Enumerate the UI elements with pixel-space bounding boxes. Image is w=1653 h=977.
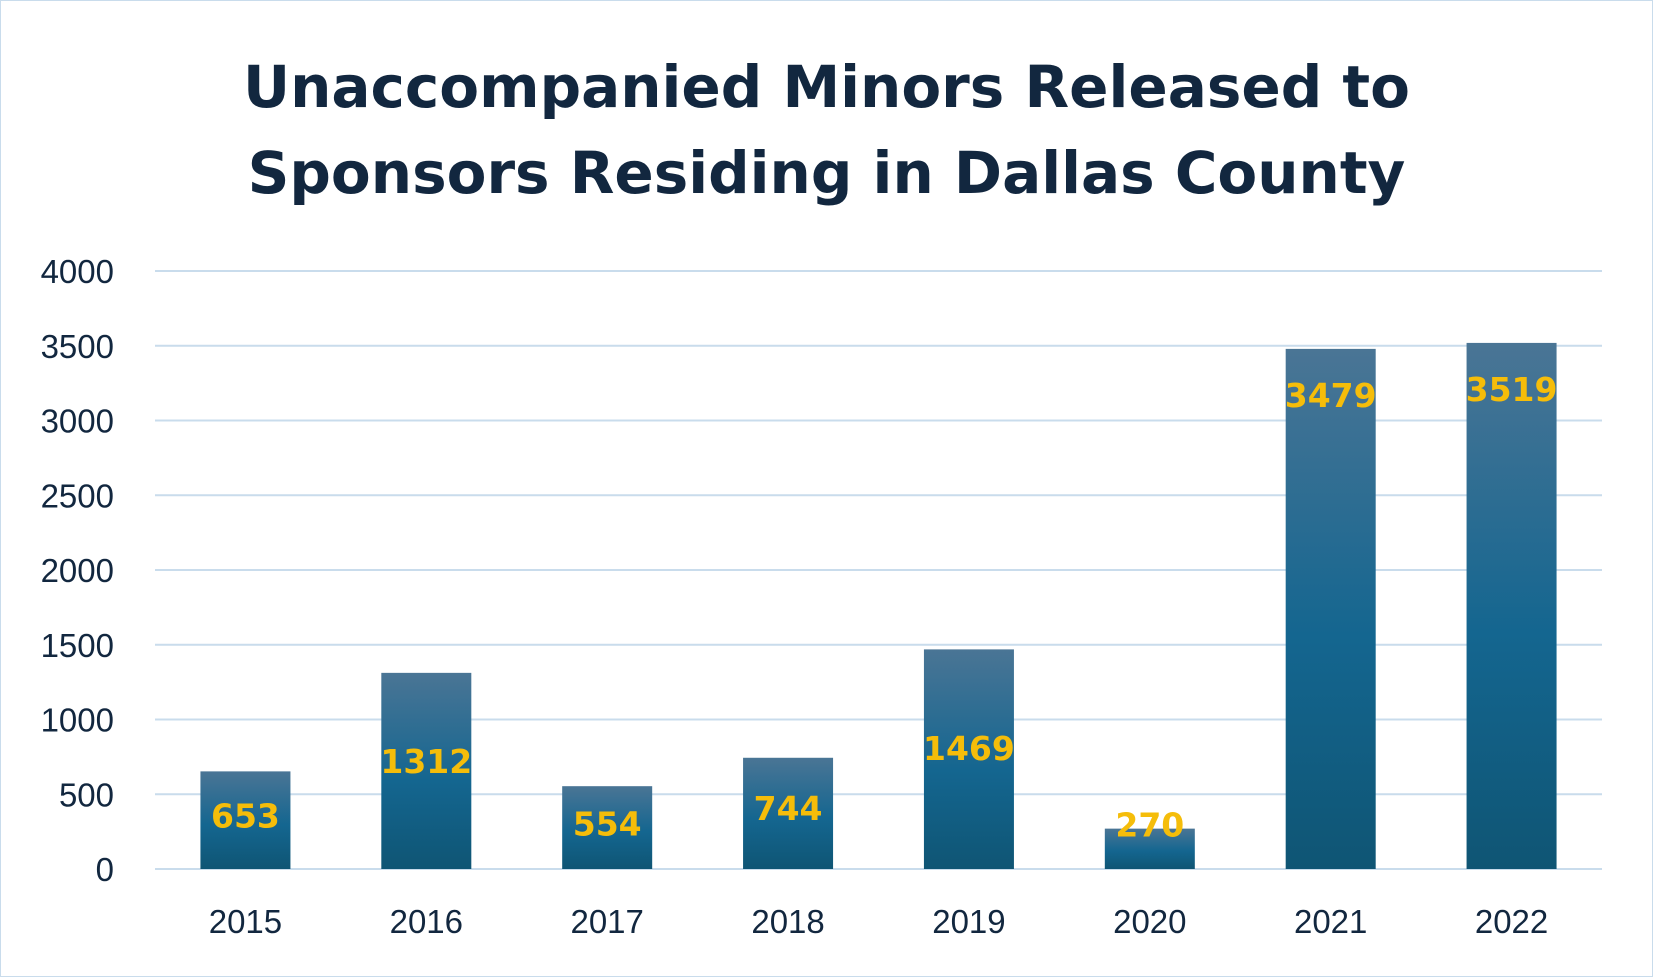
- data-label-2019: 1469: [923, 729, 1015, 768]
- data-label-2017: 554: [573, 804, 642, 843]
- y-axis-ticks: 0 500 1000 1500 2000 2500 3000 3500 4000: [41, 253, 114, 888]
- bar-2015: [200, 771, 291, 869]
- y-tick-label: 3000: [41, 403, 114, 440]
- bar-2019: [923, 649, 1014, 869]
- x-axis-ticks: 2015 2016 2017 2018 2019 2020 2021 2022: [209, 903, 1549, 940]
- y-tick-label: 1500: [41, 627, 114, 664]
- x-tick-label-2018: 2018: [751, 903, 824, 940]
- y-tick-label: 0: [96, 851, 114, 888]
- y-tick-label: 1000: [41, 702, 114, 739]
- data-label-2021: 3479: [1285, 376, 1377, 415]
- bar-2022: [1466, 342, 1557, 869]
- bar-2016: [381, 672, 472, 869]
- bar-2018: [743, 757, 834, 869]
- data-label-2016: 1312: [380, 742, 472, 781]
- data-label-2018: 744: [754, 789, 823, 828]
- y-tick-label: 2500: [41, 477, 114, 514]
- y-tick-label: 500: [59, 776, 114, 813]
- data-label-2015: 653: [211, 796, 280, 835]
- x-tick-label-2021: 2021: [1294, 903, 1367, 940]
- gridlines: [155, 270, 1602, 870]
- x-tick-label-2020: 2020: [1113, 903, 1186, 940]
- x-tick-label-2017: 2017: [570, 903, 643, 940]
- bars: [200, 342, 1557, 869]
- bar-2020: [1104, 828, 1195, 869]
- chart-title-line-1: Unaccompanied Minors Released to: [243, 53, 1410, 121]
- data-labels: 653 1312 554 744 1469 270 3479 3519: [211, 370, 1558, 845]
- chart-title-line-2: Sponsors Residing in Dallas County: [247, 139, 1406, 207]
- data-label-2020: 270: [1115, 806, 1184, 845]
- bar-2021: [1285, 348, 1376, 869]
- x-tick-label-2019: 2019: [932, 903, 1005, 940]
- y-tick-label: 2000: [41, 552, 114, 589]
- x-tick-label-2022: 2022: [1475, 903, 1548, 940]
- bar-2017: [562, 786, 653, 869]
- x-tick-label-2015: 2015: [209, 903, 282, 940]
- data-label-2022: 3519: [1466, 370, 1558, 409]
- chart-title: Unaccompanied Minors Released to Sponsor…: [0, 44, 1653, 216]
- y-tick-label: 4000: [41, 253, 114, 290]
- y-tick-label: 3500: [41, 328, 114, 365]
- x-tick-label-2016: 2016: [390, 903, 463, 940]
